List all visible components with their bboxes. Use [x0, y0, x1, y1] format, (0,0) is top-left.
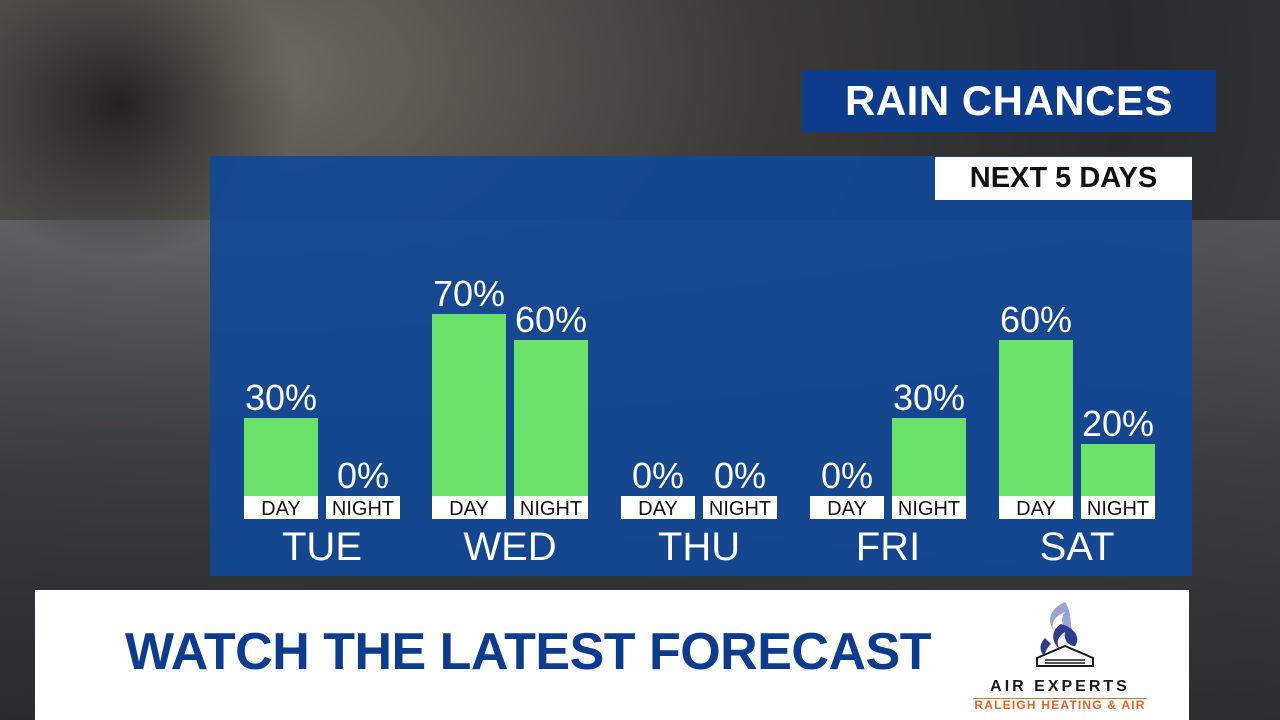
series-tag-wed-night: NIGHT [520, 498, 582, 520]
series-tag-fri-night: NIGHT [898, 498, 960, 520]
sponsor-tagline: RALEIGH HEATING & AIR [974, 698, 1146, 712]
value-label-tue-night: 0% [337, 455, 389, 496]
forecast-banner[interactable]: WATCH THE LATEST FORECAST AIR EXPERTS RA… [35, 590, 1189, 720]
value-label-wed-night: 60% [515, 299, 587, 340]
series-tag-box-thu-night [703, 496, 777, 519]
day-label-wed: WED [463, 525, 556, 569]
value-label-sat-night: 20% [1082, 403, 1154, 444]
series-tag-thu-day: DAY [638, 498, 678, 520]
series-tag-fri-day: DAY [827, 498, 867, 520]
sponsor-logo: AIR EXPERTS RALEIGH HEATING & AIR [965, 594, 1155, 716]
series-tag-tue-day: DAY [261, 498, 301, 520]
series-tag-box-wed-day [432, 496, 506, 519]
series-tag-wed-day: DAY [449, 498, 489, 520]
series-tag-box-sat-day [999, 496, 1073, 519]
value-label-thu-night: 0% [714, 455, 766, 496]
bar-fri-night [892, 418, 966, 496]
bar-sat-day [999, 340, 1073, 496]
bar-wed-day [432, 314, 506, 496]
bar-sat-night [1081, 444, 1155, 496]
value-label-thu-day: 0% [632, 455, 684, 496]
day-label-sat: SAT [1040, 525, 1115, 569]
series-tag-box-fri-night [892, 496, 966, 519]
series-tag-box-sat-night [1081, 496, 1155, 519]
series-tag-tue-night: NIGHT [332, 498, 394, 520]
logo-divider [973, 698, 1147, 699]
chart-subtitle: NEXT 5 DAYS [935, 157, 1192, 200]
value-label-fri-night: 30% [893, 377, 965, 418]
value-label-wed-day: 70% [433, 273, 505, 314]
series-tag-box-tue-night [326, 496, 400, 519]
series-tag-sat-night: NIGHT [1087, 498, 1149, 520]
day-label-fri: FRI [856, 525, 920, 569]
series-tag-box-thu-day [621, 496, 695, 519]
value-label-tue-day: 30% [245, 377, 317, 418]
series-tag-box-wed-night [514, 496, 588, 519]
sponsor-name: AIR EXPERTS [990, 678, 1130, 695]
series-tag-sat-day: DAY [1016, 498, 1056, 520]
bar-wed-night [514, 340, 588, 496]
bar-tue-day [244, 418, 318, 496]
rain-chance-chart: 30%DAY0%NIGHTTUE70%DAY60%NIGHTWED0%DAY0%… [244, 273, 1155, 569]
series-tag-box-fri-day [810, 496, 884, 519]
flame-house-icon [1036, 602, 1094, 667]
value-label-sat-day: 60% [1000, 299, 1072, 340]
day-label-tue: TUE [282, 525, 362, 569]
watch-forecast-link[interactable]: WATCH THE LATEST FORECAST [125, 623, 931, 681]
series-tag-box-tue-day [244, 496, 318, 519]
day-label-thu: THU [658, 525, 740, 569]
value-label-fri-day: 0% [821, 455, 873, 496]
series-tag-thu-night: NIGHT [709, 498, 771, 520]
chart-title: RAIN CHANCES [802, 70, 1216, 132]
